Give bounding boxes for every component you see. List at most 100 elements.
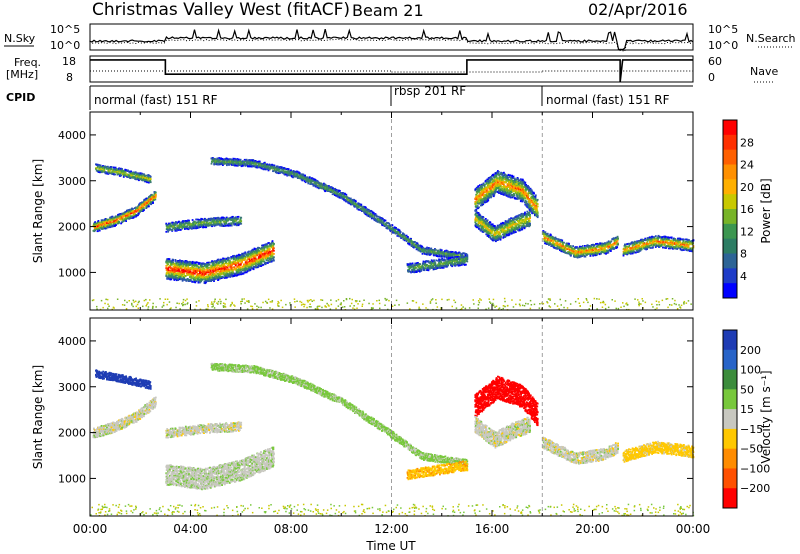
range-cell (304, 175, 306, 177)
range-cell (240, 217, 242, 219)
cpid-label: CPID (6, 91, 35, 104)
range-cell (222, 277, 224, 279)
range-cell (155, 196, 157, 198)
station-title: Christmas Valley West (fitACF) (92, 0, 350, 20)
range-cell (205, 226, 207, 228)
range-cell (256, 254, 258, 256)
range-cell (240, 220, 242, 222)
range-cell (168, 269, 170, 271)
range-cell (132, 208, 134, 210)
range-cell (273, 247, 275, 249)
sky-tick-bottom: 10^0 (50, 39, 80, 52)
range-cell (273, 243, 275, 245)
range-cell (240, 223, 242, 225)
range-cell (266, 259, 268, 261)
power-scatter (92, 112, 695, 311)
range-cell (228, 257, 230, 259)
range-cell (187, 226, 189, 228)
power-panel: 4000300020001000 Slant Range [km] (31, 112, 694, 311)
range-cell (138, 172, 140, 174)
range-cell (231, 223, 233, 225)
range-cell (169, 258, 171, 260)
range-cell (237, 218, 239, 220)
date-label: 02/Apr/2016 (588, 0, 688, 19)
n-sky-label: N.Sky (4, 32, 36, 45)
range-cell (143, 209, 145, 211)
cpid-segment-1: rbsp 201 RF (394, 84, 466, 98)
range-cell (150, 178, 152, 180)
range-cell (175, 259, 177, 261)
range-cell (211, 163, 213, 165)
range-cell (210, 270, 212, 272)
range-cell (141, 173, 143, 175)
cpid-row: CPID normal (fast) 151 RF rbsp 201 RF no… (6, 84, 693, 110)
range-cell (273, 260, 275, 262)
range-cell (317, 185, 319, 187)
range-cell (183, 273, 185, 275)
search-tick-top: 10^5 (708, 23, 738, 36)
range-cell (240, 159, 242, 161)
range-cell (98, 220, 100, 222)
range-cell (106, 228, 108, 230)
range-cell (172, 259, 174, 261)
range-cell (114, 174, 116, 176)
nave-trace (90, 71, 693, 72)
n-search-label: N.Search (746, 32, 796, 45)
range-cell (241, 260, 243, 262)
sky-tick-top: 10^5 (50, 23, 80, 36)
range-cell (206, 274, 208, 276)
range-cell (143, 207, 145, 209)
nave-tick-top: 60 (708, 55, 722, 68)
range-cell (253, 268, 255, 270)
range-cell (210, 277, 212, 279)
range-cell (125, 220, 127, 222)
nave-label: Nave (750, 65, 778, 78)
range-cell (235, 165, 237, 167)
range-cell (244, 257, 246, 259)
range-cell (196, 261, 198, 263)
range-cell (110, 223, 112, 225)
range-cell (130, 217, 132, 219)
beam-label: Beam 21 (352, 1, 424, 20)
range-cell (273, 253, 275, 255)
range-cell (240, 267, 242, 269)
range-cell (188, 268, 190, 270)
range-cell (269, 248, 271, 250)
range-cell (148, 205, 150, 207)
range-cell (279, 169, 281, 171)
range-cell (238, 159, 240, 161)
range-cell (117, 218, 119, 220)
range-cell (185, 275, 187, 277)
range-cell (150, 181, 152, 183)
range-cell (150, 176, 152, 178)
range-cell (230, 256, 232, 258)
range-cell (209, 264, 211, 266)
range-cell (104, 169, 106, 171)
range-cell (121, 168, 123, 170)
range-cell (204, 269, 206, 271)
range-cell (111, 166, 113, 168)
range-cell (309, 177, 311, 179)
sky-noise-panel: N.Sky 10^5 10^0 10^5 10^0 N.Search (4, 23, 796, 52)
freq-tick-top: 18 (62, 55, 76, 68)
cpid-segment-2: normal (fast) 151 RF (546, 93, 670, 107)
range-cell (180, 265, 182, 267)
range-cell (220, 221, 222, 223)
range-cell (191, 277, 193, 279)
nave-tick-bottom: 0 (708, 71, 715, 84)
range-cell (152, 202, 154, 204)
range-cell (273, 250, 275, 252)
frequency-panel: Freq. [MHz] 18 8 60 0 Nave (6, 55, 778, 84)
range-cell (234, 255, 236, 257)
search-tick-bottom: 10^0 (708, 39, 738, 52)
range-cell (170, 278, 172, 280)
range-cell (194, 273, 196, 275)
range-cell (120, 175, 122, 177)
range-cell (272, 240, 274, 242)
range-cell (110, 221, 112, 223)
range-cell (118, 221, 120, 223)
range-cell (145, 175, 147, 177)
range-cell (165, 231, 167, 233)
range-cell (151, 194, 153, 196)
range-cell (263, 256, 265, 258)
